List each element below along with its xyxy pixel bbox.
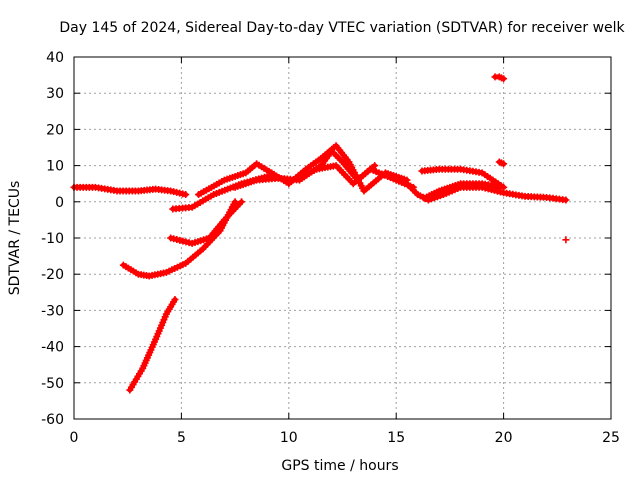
- y-tick-label: -30: [41, 303, 64, 319]
- series-arc-4: [231, 147, 379, 191]
- y-tick-label: 20: [46, 122, 64, 138]
- y-tick-label: -20: [41, 267, 64, 283]
- y-tick-label: -50: [41, 376, 64, 392]
- chart-title: Day 145 of 2024, Sidereal Day-to-day VTE…: [59, 20, 625, 36]
- x-tick-label: 15: [387, 430, 405, 446]
- y-tick-label: -10: [41, 231, 64, 247]
- series-outlier-b: [495, 158, 508, 168]
- axis-ticks: 0 5 10 15 20 25 -60 -50 -40 -30 -20 -10 0 10 20 30 40: [41, 50, 620, 446]
- series-arc-7: [126, 296, 179, 394]
- y-tick-label: 40: [46, 50, 64, 66]
- series-arc-10: [392, 176, 570, 204]
- grid: [74, 57, 611, 419]
- series-arc-6: [119, 198, 239, 280]
- data-point: [371, 162, 379, 170]
- y-tick-label: 10: [46, 159, 64, 175]
- y-tick-label: -40: [41, 340, 64, 356]
- x-tick-label: 0: [70, 430, 79, 446]
- data-point: [231, 198, 239, 206]
- series-arc-1: [70, 183, 190, 199]
- x-axis-label: GPS time / hours: [281, 458, 398, 474]
- y-axis-label: SDTVAR / TECUs: [7, 181, 23, 296]
- y-tick-label: 0: [55, 195, 64, 211]
- x-tick-label: 20: [495, 430, 513, 446]
- series-outlier-a: [491, 73, 508, 83]
- series-outlier-c: [562, 236, 570, 244]
- x-tick-label: 10: [280, 430, 298, 446]
- x-tick-label: 5: [177, 430, 186, 446]
- y-tick-label: 30: [46, 86, 64, 102]
- data-point: [171, 296, 179, 304]
- data-point: [182, 191, 190, 199]
- data-point: [500, 75, 508, 83]
- data-point: [562, 196, 570, 204]
- data-layer: [70, 73, 570, 394]
- data-point: [562, 236, 570, 244]
- x-tick-label: 25: [602, 430, 620, 446]
- data-point: [500, 160, 508, 168]
- data-point: [238, 198, 246, 206]
- y-tick-label: -60: [41, 412, 64, 428]
